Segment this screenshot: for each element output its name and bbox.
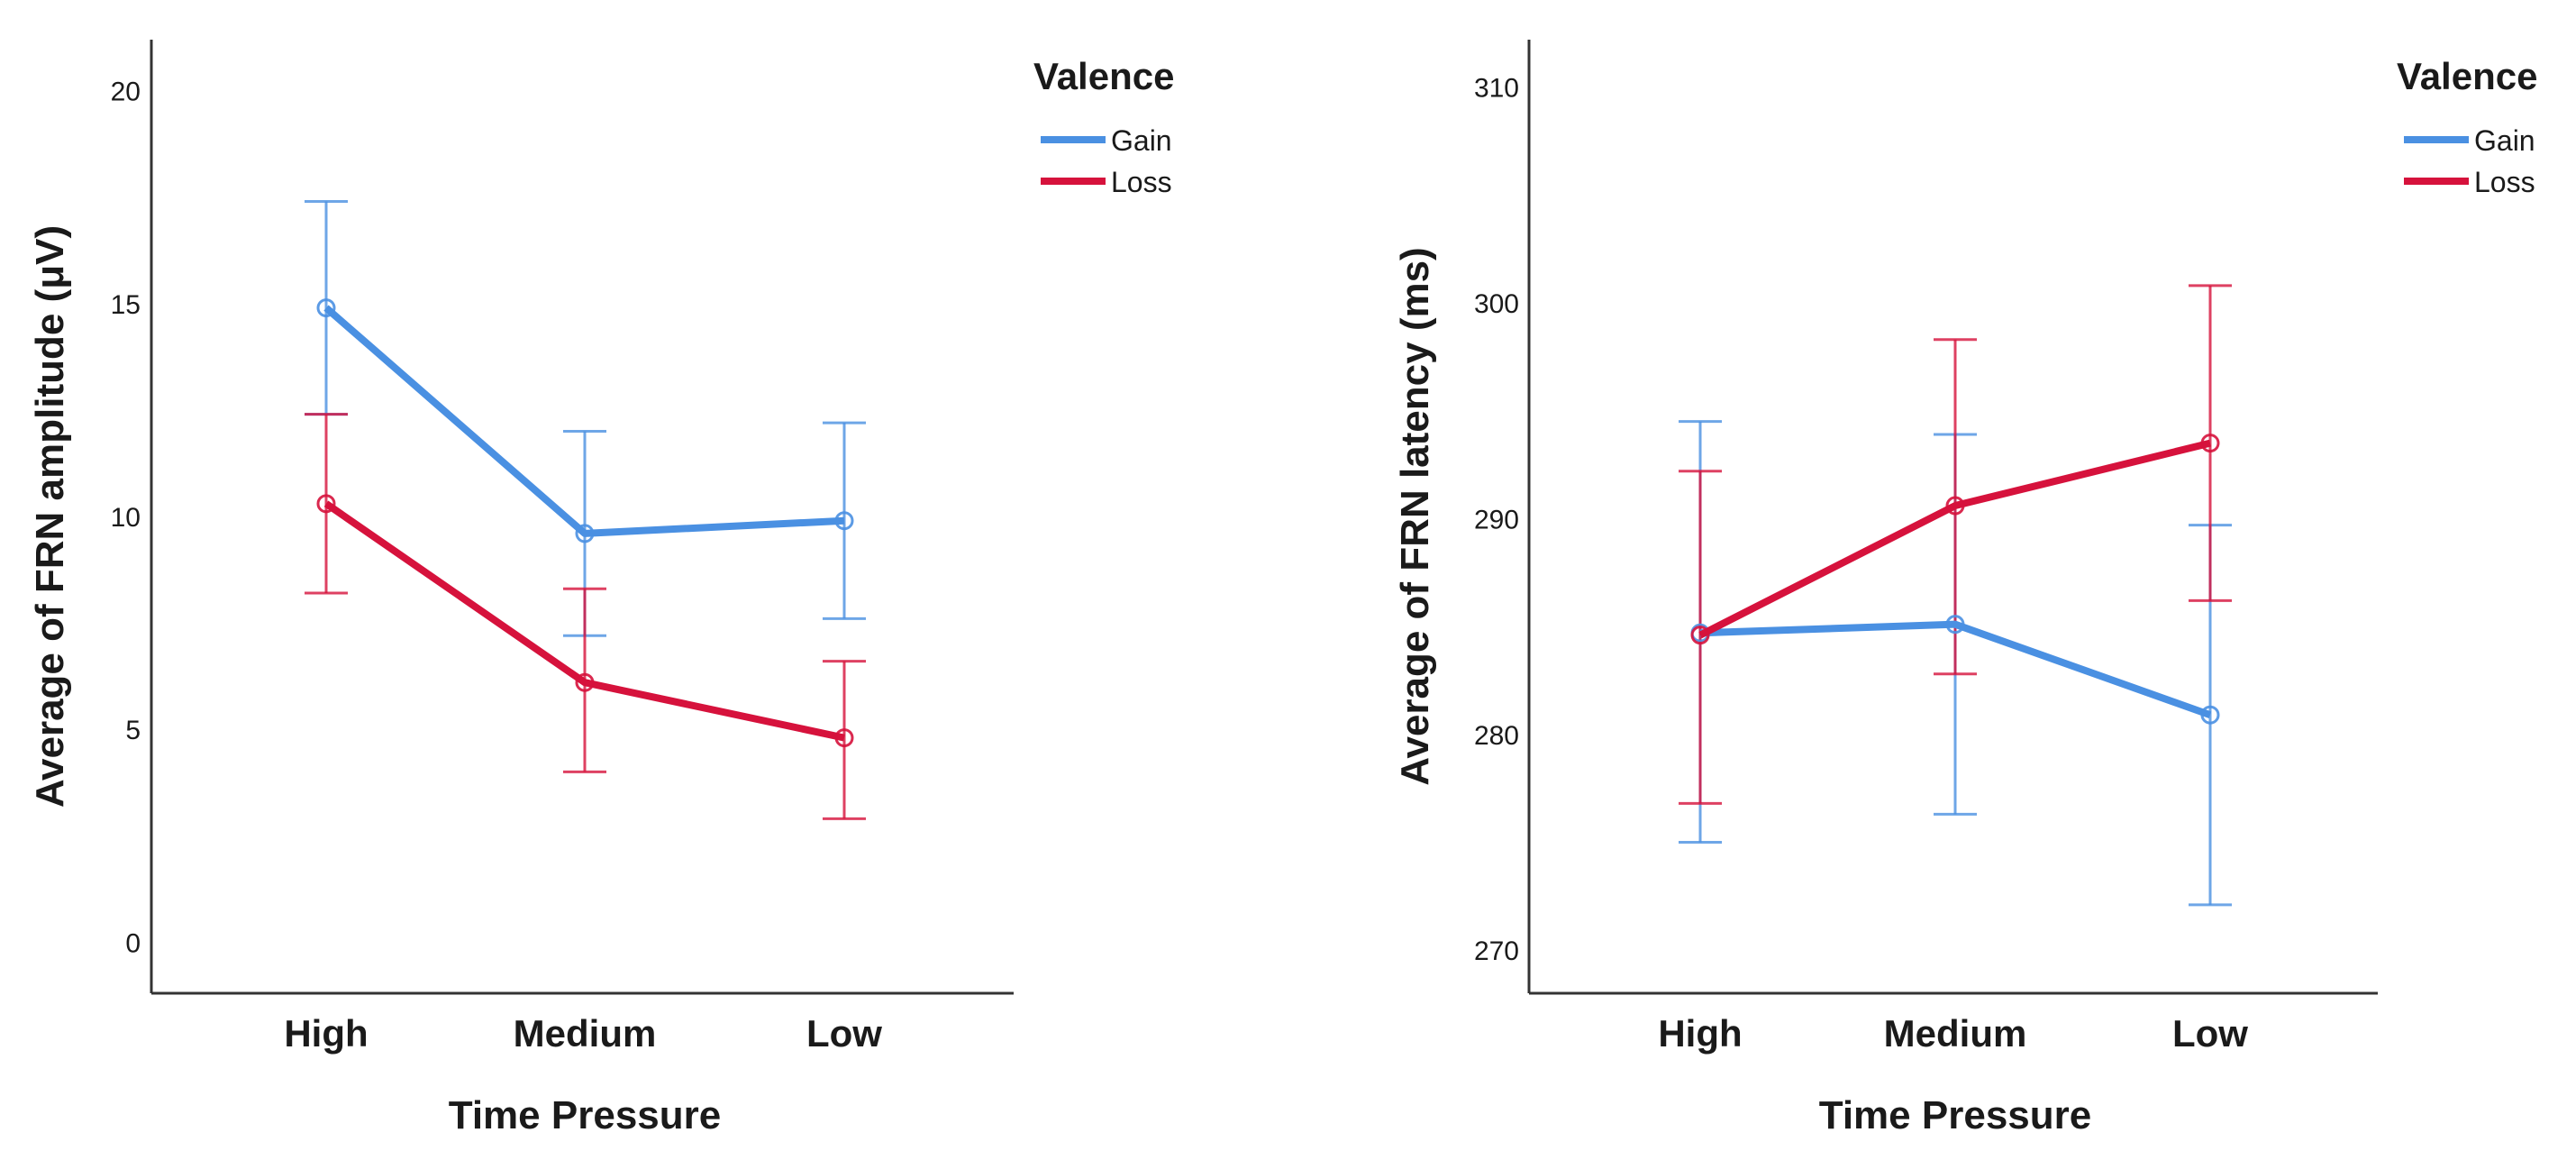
latency-chart: 270 280 290 300 310 High Medium Low Time… <box>1393 40 2537 1137</box>
legend-label-gain: Gain <box>1111 124 1172 157</box>
y-tick-label: 300 <box>1474 289 1519 319</box>
y-tick-label: 20 <box>111 78 141 107</box>
data-point-loss <box>834 728 854 748</box>
legend-title: Valence <box>1033 55 1174 97</box>
error-bar-loss <box>823 660 866 820</box>
legend-title: Valence <box>2397 55 2537 97</box>
legend-label-loss: Loss <box>2474 166 2535 198</box>
y-tick-label: 15 <box>111 290 141 320</box>
x-axis-title: Time Pressure <box>449 1093 721 1137</box>
x-tick-label-high: High <box>1658 1012 1742 1055</box>
legend-label-gain: Gain <box>2474 124 2535 157</box>
x-tick-label-medium: Medium <box>1884 1012 2027 1055</box>
data-point-loss <box>1945 496 1965 516</box>
data-point-gain <box>1945 615 1965 635</box>
y-tick-label: 290 <box>1474 505 1519 534</box>
plot-area <box>305 199 866 820</box>
data-point-loss <box>1690 626 1710 645</box>
x-axis-title: Time Pressure <box>1819 1093 2091 1137</box>
series-line-loss <box>323 500 845 742</box>
series-line-loss <box>1698 439 2211 639</box>
y-tick-label: 270 <box>1474 936 1519 966</box>
y-tick-label: 280 <box>1474 721 1519 751</box>
data-point-loss <box>316 494 336 514</box>
data-point-gain <box>834 511 854 531</box>
amplitude-chart: 0 5 10 15 20 High Medium Low Time Pressu… <box>28 40 1174 1137</box>
error-bar-loss <box>1679 470 1722 805</box>
y-tick-label: 10 <box>111 503 141 533</box>
x-tick-label-low: Low <box>806 1012 882 1055</box>
data-point-gain <box>2200 705 2220 725</box>
x-tick-label-low: Low <box>2172 1012 2248 1055</box>
plot-area <box>1679 284 2232 907</box>
x-tick-label-medium: Medium <box>514 1012 657 1055</box>
y-axis-title: Average of FRN latency (ms) <box>1393 247 1437 785</box>
data-point-loss <box>575 672 595 692</box>
x-tick-label-high: High <box>284 1012 368 1055</box>
y-tick-label: 0 <box>125 928 141 958</box>
y-tick-label: 310 <box>1474 74 1519 104</box>
series-line-gain <box>1699 620 2212 718</box>
data-point-gain <box>316 298 336 318</box>
series-line-gain <box>323 305 845 537</box>
legend-label-loss: Loss <box>1111 166 1172 198</box>
data-point-gain <box>575 524 595 543</box>
y-tick-label: 5 <box>125 716 141 745</box>
data-point-loss <box>2200 434 2220 453</box>
y-axis-title: Average of FRN amplitude (μV) <box>28 225 72 808</box>
